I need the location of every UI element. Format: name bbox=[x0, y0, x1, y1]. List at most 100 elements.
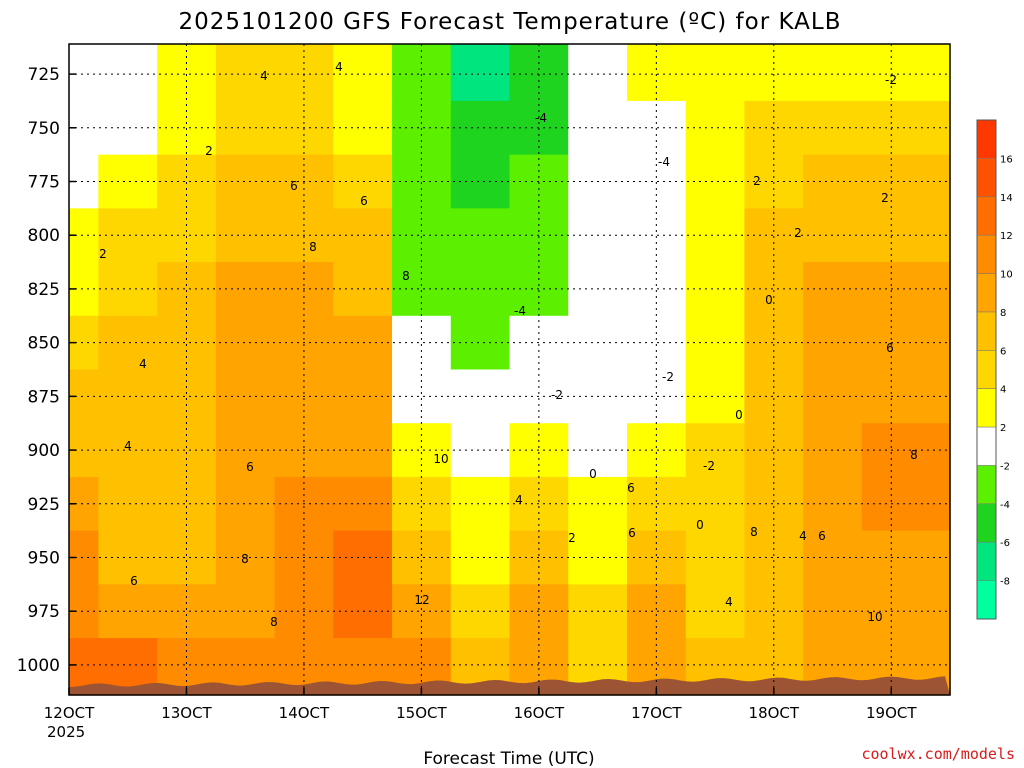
contour-label: 10 bbox=[867, 610, 882, 624]
heatmap-cell bbox=[215, 476, 276, 532]
heatmap-cell bbox=[861, 44, 922, 102]
heatmap-cell bbox=[333, 369, 393, 424]
contour-label: 6 bbox=[290, 179, 298, 193]
y-tick-label: 775 bbox=[28, 173, 60, 193]
heatmap-cell bbox=[333, 476, 393, 532]
contour-label: 0 bbox=[589, 467, 597, 481]
colorbar-label: 16 bbox=[1000, 154, 1013, 165]
x-tick-label: 14OCT bbox=[279, 704, 330, 722]
contour-label: 4 bbox=[139, 357, 147, 371]
colorbar-swatch bbox=[977, 580, 996, 620]
heatmap-cell bbox=[626, 315, 687, 371]
y-tick-label: 750 bbox=[28, 119, 60, 139]
contour-label: 8 bbox=[402, 269, 410, 283]
contour-label: 6 bbox=[818, 529, 826, 543]
contour-label: 6 bbox=[627, 481, 635, 495]
contour-label: 6 bbox=[246, 460, 254, 474]
contour-label: -2 bbox=[551, 388, 563, 402]
contour-label: 2 bbox=[881, 191, 889, 205]
contour-label: 8 bbox=[910, 448, 918, 462]
colorbar-label: 4 bbox=[1000, 385, 1006, 396]
colorbar-swatch bbox=[977, 350, 996, 390]
heatmap-cell bbox=[333, 584, 393, 639]
colorbar-swatch bbox=[977, 235, 996, 274]
heatmap-cell bbox=[274, 44, 334, 102]
colorbar-label: -8 bbox=[1000, 577, 1010, 588]
y-axis: 725 750 775 800 825 850 875 900 925 950 975 1000 bbox=[17, 65, 76, 676]
contour-label: 4 bbox=[260, 69, 268, 83]
contour-label: 2 bbox=[753, 174, 761, 188]
x-axis: 12OCT 13OCT 14OCT 15OCT 16OCT 17OCT 18OCT 19OCT bbox=[44, 688, 917, 722]
contour-label: 2 bbox=[794, 226, 802, 240]
colorbar: -8 -6 -4 -2 2 4 6 8 10 12 14 16 bbox=[976, 119, 1013, 620]
colorbar-label: 6 bbox=[1000, 346, 1006, 357]
y-tick-label: 1000 bbox=[17, 656, 60, 676]
colorbar-label: -4 bbox=[1000, 500, 1010, 511]
heatmap-cell bbox=[509, 315, 569, 371]
heatmap-cell bbox=[626, 476, 687, 532]
y-tick-label: 975 bbox=[28, 602, 60, 622]
colorbar-label: 8 bbox=[1000, 308, 1006, 319]
colorbar-label: 12 bbox=[1000, 231, 1013, 242]
heatmap-cell bbox=[450, 44, 511, 102]
heatmap-cell bbox=[215, 262, 276, 317]
contour-label: 2 bbox=[568, 531, 576, 545]
heatmap-cell bbox=[685, 44, 746, 102]
heatmap-cell bbox=[626, 423, 687, 478]
colorbar-label: 10 bbox=[1000, 270, 1013, 281]
heatmap-cell bbox=[98, 44, 158, 102]
heatmap-cell bbox=[626, 44, 687, 102]
y-tick-label: 950 bbox=[28, 548, 60, 568]
contour-label: 8 bbox=[270, 615, 278, 629]
heatmap-cell bbox=[69, 44, 99, 102]
heatmap-cell bbox=[333, 530, 393, 585]
y-tick-label: 900 bbox=[28, 441, 60, 461]
heatmap-cell bbox=[333, 208, 393, 263]
x-tick-label: 17OCT bbox=[631, 704, 682, 722]
colorbar-frame bbox=[976, 119, 997, 620]
heatmap-cell bbox=[509, 44, 569, 102]
heatmap-cell bbox=[215, 100, 276, 156]
x-tick-label: 12OCT bbox=[44, 704, 95, 722]
y-tick-label: 825 bbox=[28, 280, 60, 300]
contour-label: -4 bbox=[535, 111, 547, 125]
colorbar-swatch bbox=[977, 427, 996, 466]
heatmap-cell bbox=[392, 44, 452, 102]
heatmap-cell bbox=[215, 154, 276, 209]
contour-label: -2 bbox=[662, 370, 674, 384]
contour-label: -2 bbox=[885, 73, 897, 87]
heatmap-cell bbox=[509, 584, 569, 639]
contour-label: 8 bbox=[309, 240, 317, 254]
x-tick-label: 18OCT bbox=[749, 704, 800, 722]
contour-label: 6 bbox=[130, 574, 138, 588]
contour-label: 2 bbox=[99, 247, 107, 261]
heatmap-cell bbox=[509, 423, 569, 478]
colorbar-label: -6 bbox=[1000, 538, 1010, 549]
colorbar-label: 14 bbox=[1000, 193, 1013, 204]
contour-label: 4 bbox=[515, 493, 523, 507]
heatmap-cell bbox=[568, 44, 628, 102]
contour-label: -2 bbox=[703, 459, 715, 473]
heatmap-cell bbox=[509, 530, 569, 585]
contour-label: 0 bbox=[696, 518, 704, 532]
colorbar-swatch bbox=[977, 465, 996, 505]
x-axis-label: Forecast Time (UTC) bbox=[423, 749, 594, 768]
heatmap-cell bbox=[215, 584, 276, 639]
colorbar-swatch bbox=[977, 311, 996, 351]
y-tick-label: 850 bbox=[28, 334, 60, 354]
heatmap-cell bbox=[215, 369, 276, 424]
colorbar-swatch bbox=[977, 120, 996, 159]
colorbar-swatch bbox=[977, 542, 996, 582]
y-tick-label: 875 bbox=[28, 387, 60, 407]
heatmap-cell bbox=[626, 584, 687, 639]
contour-label: 6 bbox=[886, 341, 894, 355]
heatmap-cell bbox=[157, 44, 217, 102]
terrain-surface bbox=[69, 676, 950, 695]
colorbar-swatch bbox=[977, 503, 996, 543]
heatmap-cell bbox=[333, 315, 393, 371]
site-credit: coolwx.com/models bbox=[861, 745, 1015, 763]
contour-label: 8 bbox=[750, 525, 758, 539]
heatmap-cell bbox=[333, 423, 393, 478]
contour-label: 2 bbox=[205, 144, 213, 158]
